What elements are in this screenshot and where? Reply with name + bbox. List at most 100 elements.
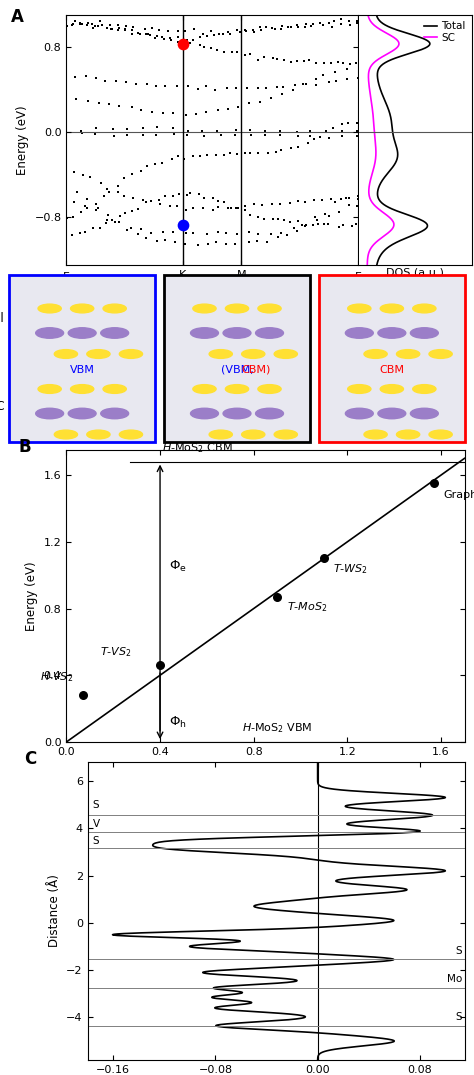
- Point: [301, 194, 309, 211]
- Circle shape: [103, 385, 126, 393]
- Point: [355, 187, 362, 204]
- Point: [338, 123, 346, 140]
- Point: [332, 73, 340, 90]
- Point: [141, 20, 149, 38]
- Circle shape: [429, 430, 452, 439]
- Point: [199, 123, 206, 140]
- Point: [97, 13, 104, 30]
- Point: [302, 216, 310, 233]
- Text: $H$-VS$_2$: $H$-VS$_2$: [40, 670, 73, 684]
- Text: S: S: [456, 1013, 462, 1022]
- Point: [114, 177, 122, 195]
- Circle shape: [71, 385, 94, 393]
- Point: [121, 22, 129, 39]
- Point: [317, 14, 324, 31]
- Text: C: C: [24, 750, 36, 768]
- Point: [337, 16, 345, 33]
- Point: [95, 17, 102, 34]
- Point: [70, 163, 78, 181]
- Point: [186, 34, 193, 52]
- Point: [76, 15, 84, 32]
- Point: [255, 225, 262, 242]
- Point: [312, 54, 319, 71]
- Point: [153, 126, 160, 143]
- Point: [93, 70, 100, 87]
- Point: [159, 224, 167, 241]
- Point: [142, 229, 150, 246]
- Point: [273, 51, 281, 68]
- Point: [189, 199, 197, 216]
- Point: [220, 44, 228, 61]
- Point: [164, 22, 172, 39]
- Point: [132, 75, 140, 92]
- Point: [69, 209, 77, 226]
- Point: [186, 185, 194, 202]
- Point: [63, 210, 71, 227]
- Text: $H$-MoS$_2$ VBM: $H$-MoS$_2$ VBM: [242, 721, 312, 735]
- Point: [168, 149, 176, 167]
- Point: [319, 16, 327, 33]
- Point: [155, 22, 163, 39]
- Point: [153, 119, 161, 137]
- Point: [174, 147, 182, 164]
- Point: [232, 199, 239, 216]
- Point: [129, 202, 137, 219]
- Text: SC: SC: [0, 400, 5, 413]
- Point: [79, 15, 86, 32]
- Point: [76, 225, 83, 242]
- Circle shape: [193, 304, 216, 313]
- Point: [109, 20, 116, 38]
- Point: [77, 203, 84, 220]
- Point: [287, 18, 295, 35]
- Point: [128, 98, 136, 115]
- Text: $T$-MoS$_2$: $T$-MoS$_2$: [286, 600, 327, 614]
- Point: [303, 15, 310, 32]
- Circle shape: [36, 408, 64, 419]
- Point: [128, 22, 136, 39]
- Point: [201, 189, 208, 206]
- Point: [264, 145, 272, 162]
- Point: [148, 103, 155, 120]
- FancyBboxPatch shape: [164, 275, 310, 442]
- Circle shape: [274, 349, 297, 358]
- Text: Graphene: Graphene: [444, 490, 474, 500]
- Point: [353, 54, 360, 71]
- Circle shape: [429, 349, 452, 358]
- Point: [181, 151, 188, 168]
- Point: [107, 20, 114, 38]
- Point: [174, 29, 182, 46]
- Point: [77, 15, 84, 32]
- Point: [91, 125, 99, 142]
- Point: [199, 26, 207, 43]
- Point: [310, 191, 317, 209]
- Point: [342, 189, 349, 206]
- Point: [183, 126, 191, 143]
- Text: CBM): CBM): [241, 364, 270, 375]
- Circle shape: [242, 430, 265, 439]
- Point: [78, 123, 85, 140]
- Point: [160, 30, 168, 47]
- Circle shape: [71, 304, 94, 313]
- Point: [241, 144, 248, 161]
- Text: VBM: VBM: [70, 364, 95, 375]
- Circle shape: [346, 408, 373, 419]
- Point: [228, 44, 236, 61]
- Point: [302, 76, 310, 94]
- Point: [103, 181, 111, 198]
- Text: Mo: Mo: [447, 974, 462, 985]
- Point: [134, 200, 142, 217]
- Point: [258, 22, 265, 39]
- Point: [294, 127, 302, 144]
- Point: [152, 29, 159, 46]
- Point: [355, 190, 362, 207]
- Circle shape: [364, 430, 387, 439]
- Point: [156, 657, 164, 674]
- Point: [247, 127, 255, 144]
- Text: (VBM,: (VBM,: [220, 364, 254, 375]
- Point: [228, 199, 235, 216]
- Point: [268, 19, 275, 37]
- Point: [189, 31, 196, 48]
- Point: [115, 98, 123, 115]
- Point: [63, 14, 70, 31]
- Point: [231, 235, 239, 253]
